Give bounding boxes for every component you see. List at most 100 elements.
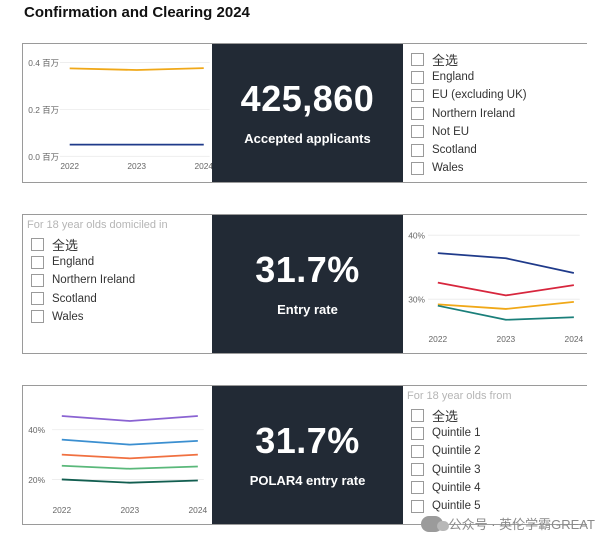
slicer-item-label: Wales — [52, 310, 84, 323]
checkbox[interactable] — [411, 444, 424, 458]
series-line — [437, 304, 574, 321]
slicer-item-wales[interactable]: Wales — [403, 159, 588, 177]
y-tick-label: 40% — [28, 425, 45, 435]
y-tick-label: 0.4 百万 — [28, 58, 59, 68]
slicer-item-label: 全选 — [432, 408, 459, 424]
visual-row-accepted-applicants: 0.4 百万 0.2 百万 0.0 百万 2022 2023 2024 425,860 A… — [22, 43, 588, 183]
checkbox[interactable] — [411, 408, 424, 422]
slicer-item-label: Quintile 1 — [432, 427, 481, 440]
entry-rate-chart-svg: 40% 30% 2022 2023 2024 — [408, 231, 584, 345]
checkbox[interactable] — [411, 70, 424, 84]
slicer-item-quintile-2[interactable]: Quintile 2 — [403, 442, 588, 460]
checkbox[interactable] — [411, 161, 424, 175]
slicer-item-quintile-5[interactable]: Quintile 5 — [403, 497, 588, 515]
accepted-applicants-line-chart[interactable]: 0.4 百万 0.2 百万 0.0 百万 2022 2023 2024 — [23, 44, 212, 182]
x-tick-label: 2024 — [189, 505, 208, 515]
checkbox[interactable] — [411, 426, 424, 440]
slicer-item-label: Quintile 2 — [432, 445, 481, 458]
slicer-item-label: Quintile 5 — [432, 500, 481, 513]
checkbox[interactable] — [31, 310, 44, 324]
slicer-item-england[interactable]: England — [403, 68, 588, 86]
series-line — [61, 415, 198, 422]
slicer-item-scotland[interactable]: Scotland — [23, 290, 212, 308]
x-tick-label: 2022 — [53, 505, 72, 515]
x-tick-label: 2024 — [565, 334, 584, 344]
slicer-item-label: 全选 — [432, 52, 459, 68]
y-tick-label: 0.0 百万 — [28, 152, 59, 162]
slicer-item-label: Quintile 3 — [432, 463, 481, 476]
slicer-heading: For 18 year olds domiciled in — [27, 219, 168, 231]
entry-rate-value: 31.7% — [255, 248, 360, 290]
y-tick-label: 20% — [28, 475, 45, 485]
checkbox[interactable] — [411, 52, 424, 66]
series-line — [61, 453, 198, 460]
slicer-item-eu-excluding-uk[interactable]: EU (excluding UK) — [403, 86, 588, 104]
entry-rate-card: 31.7% Entry rate — [212, 215, 403, 353]
checkbox[interactable] — [411, 125, 424, 139]
slicer-item-select-all[interactable]: 全选 — [23, 235, 212, 253]
slicer-item-label: Northern Ireland — [52, 274, 136, 287]
series-line — [69, 67, 204, 71]
polar4-entry-rate-label: POLAR4 entry rate — [249, 472, 366, 488]
x-tick-label: 2024 — [194, 161, 212, 171]
checkbox[interactable] — [411, 107, 424, 121]
slicer-item-quintile-3[interactable]: Quintile 3 — [403, 461, 588, 479]
slicer-item-scotland[interactable]: Scotland — [403, 141, 588, 159]
quintile-slicer: For 18 year olds from 全选 Quintile 1 Quin… — [403, 386, 588, 524]
x-tick-label: 2022 — [429, 334, 448, 344]
entry-rate-line-chart[interactable]: 40% 30% 2022 2023 2024 — [403, 215, 588, 353]
polar4-entry-rate-card: 31.7% POLAR4 entry rate — [212, 386, 403, 524]
slicer-item-england[interactable]: England — [23, 253, 212, 271]
series-line — [61, 438, 198, 446]
slicer-item-label: EU (excluding UK) — [432, 89, 527, 102]
slicer-item-label: Not EU — [432, 125, 470, 138]
slicer-item-quintile-4[interactable]: Quintile 4 — [403, 479, 588, 497]
series-line — [61, 478, 198, 484]
slicer-heading: For 18 year olds from — [407, 390, 512, 402]
watermark: 公众号 · 英伦学霸GREAT — [420, 514, 595, 533]
slicer-item-label: Wales — [432, 162, 464, 175]
slicer-item-northern-ireland[interactable]: Northern Ireland — [23, 271, 212, 289]
slicer-item-label: Scotland — [52, 292, 97, 305]
visual-row-entry-rate: For 18 year olds domiciled in 全选 England… — [22, 214, 588, 354]
checkbox[interactable] — [31, 237, 44, 251]
x-tick-label: 2023 — [497, 334, 516, 344]
checkbox[interactable] — [411, 481, 424, 495]
slicer-item-northern-ireland[interactable]: Northern Ireland — [403, 105, 588, 123]
series-line — [61, 464, 198, 470]
checkbox[interactable] — [31, 255, 44, 269]
slicer-item-quintile-1[interactable]: Quintile 1 — [403, 424, 588, 442]
y-tick-label: 0.2 百万 — [28, 105, 59, 115]
accepted-applicants-card: 425,860 Accepted applicants — [212, 44, 403, 182]
series-line — [437, 252, 575, 274]
polar4-line-chart[interactable]: 40% 20% 2022 2023 2024 — [23, 386, 212, 524]
slicer-item-label: Northern Ireland — [432, 107, 516, 120]
slicer-item-wales[interactable]: Wales — [23, 308, 212, 326]
checkbox[interactable] — [31, 273, 44, 287]
slicer-item-select-all[interactable]: 全选 — [403, 406, 588, 424]
page-title: Confirmation and Clearing 2024 — [24, 4, 250, 21]
x-tick-label: 2022 — [60, 161, 79, 171]
series-line — [437, 281, 574, 297]
slicer-item-label: 全选 — [52, 237, 79, 253]
accepted-applicants-label: Accepted applicants — [244, 130, 371, 146]
polar4-chart-svg: 40% 20% 2022 2023 2024 — [28, 415, 208, 515]
domicile-slicer: 全选 England EU (excluding UK) Northern Ir… — [403, 44, 588, 182]
checkbox[interactable] — [411, 143, 424, 157]
slicer-item-label: Scotland — [432, 144, 477, 157]
y-tick-label: 40% — [408, 231, 425, 241]
accepted-applicants-value: 425,860 — [240, 77, 375, 119]
checkbox[interactable] — [411, 463, 424, 477]
visual-row-polar4-entry-rate: 40% 20% 2022 2023 2024 31.7% POLAR4 entry ra… — [22, 385, 588, 525]
x-tick-label: 2023 — [127, 161, 146, 171]
slicer-item-label: Quintile 4 — [432, 481, 481, 494]
watermark-text: 公众号 · 英伦学霸GREAT — [448, 517, 595, 532]
slicer-item-not-eu[interactable]: Not EU — [403, 123, 588, 141]
checkbox[interactable] — [411, 499, 424, 513]
checkbox[interactable] — [31, 292, 44, 306]
checkbox[interactable] — [411, 88, 424, 102]
slicer-item-select-all[interactable]: 全选 — [403, 50, 588, 68]
x-tick-label: 2023 — [121, 505, 140, 515]
nation-slicer: For 18 year olds domiciled in 全选 England… — [23, 215, 212, 353]
